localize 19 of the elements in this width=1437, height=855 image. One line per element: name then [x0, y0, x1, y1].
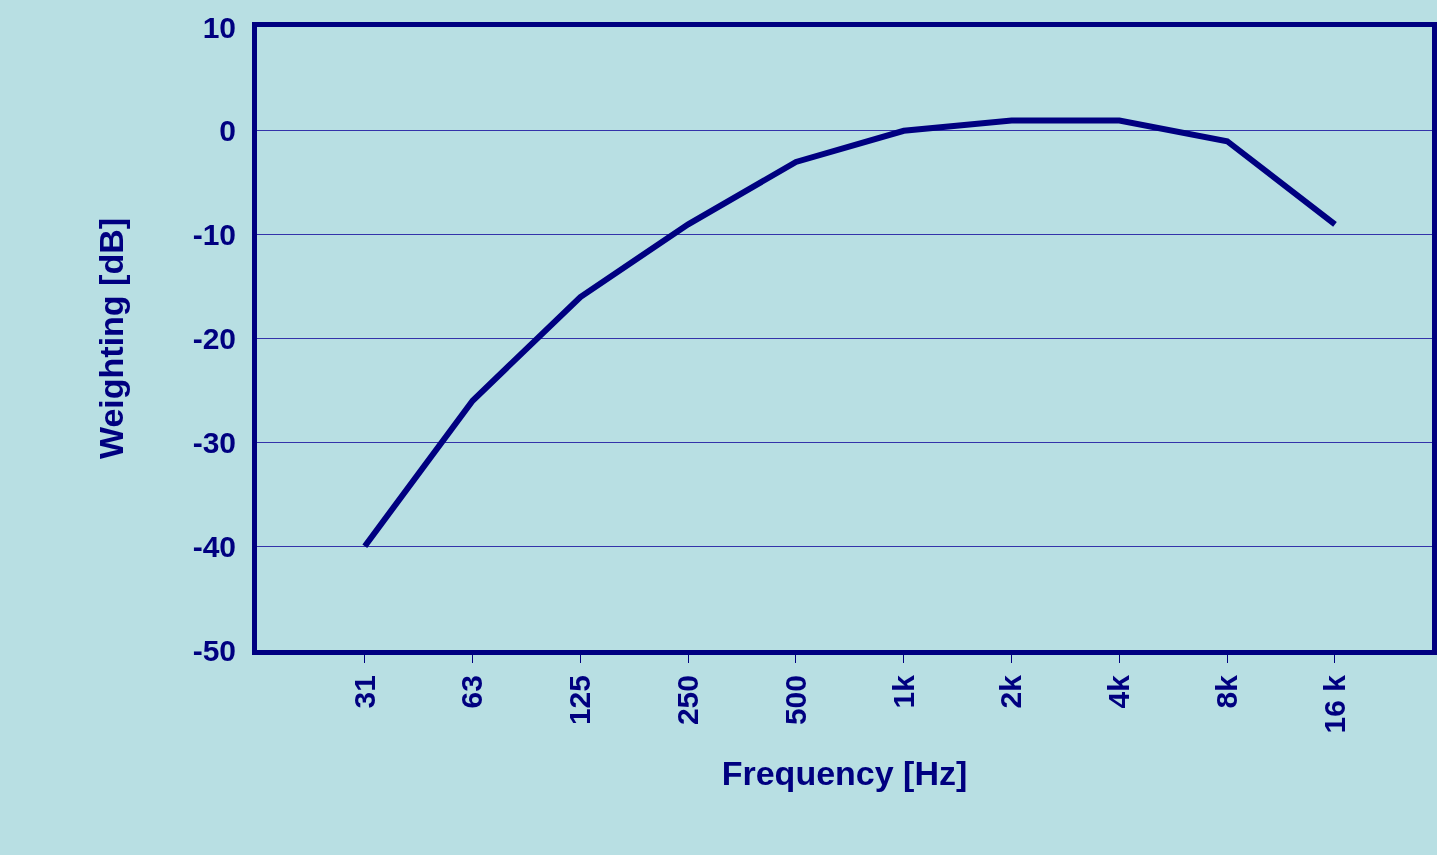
y-tick-label: -30: [192, 425, 236, 459]
y-tick-label: -20: [192, 322, 236, 355]
x-tick-label: 31: [347, 675, 381, 709]
y-tick-label: -40: [192, 529, 236, 563]
x-tick-label: 125: [563, 675, 597, 726]
y-tick-label: 10: [202, 10, 236, 44]
x-tick-label: 4k: [1102, 674, 1136, 709]
x-tick-label: 63: [455, 675, 489, 709]
x-axis-title: Frequency [Hz]: [721, 753, 968, 792]
x-tick-label: 500: [778, 675, 812, 726]
y-axis-title: Weighting [dB]: [92, 217, 131, 460]
x-tick-label: 250: [670, 675, 704, 726]
y-tick-label: 0: [219, 114, 236, 148]
x-tick-label: 2k: [994, 674, 1028, 709]
y-tick-label: -50: [192, 633, 236, 667]
y-tick-label: -10: [192, 218, 236, 252]
x-tick-label: 16 k: [1317, 674, 1351, 734]
x-tick-label: 8k: [1209, 674, 1243, 709]
x-tick-label: 1k: [886, 674, 920, 709]
